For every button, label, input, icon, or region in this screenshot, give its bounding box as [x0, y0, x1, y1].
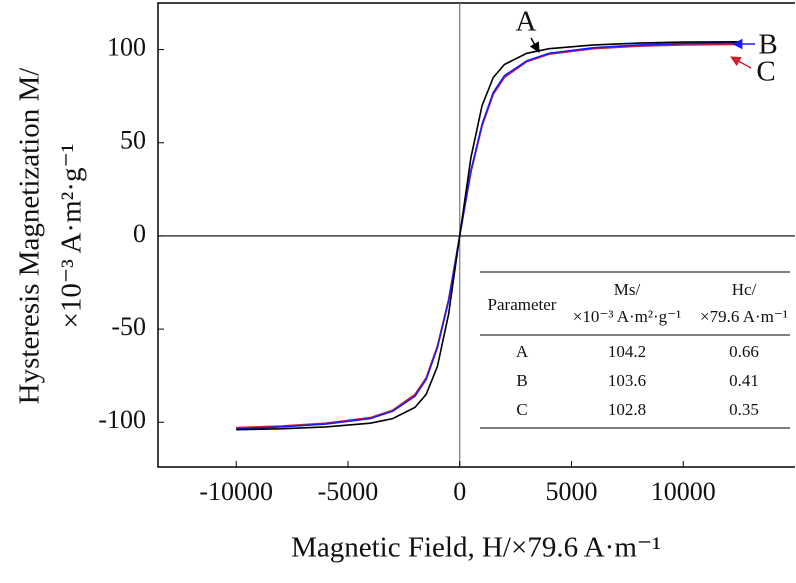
- table-cell: B: [516, 371, 527, 390]
- frame: [157, 2, 795, 468]
- y-tick-label: 0: [133, 219, 146, 248]
- y-axis-title: Hysteresis Magnetization M/: [14, 67, 46, 405]
- table-cell: 0.41: [729, 371, 759, 390]
- table-header: Hc/: [732, 280, 757, 299]
- label-arrow: [529, 37, 540, 53]
- table-cell: 0.35: [729, 400, 759, 419]
- table-cell: 102.8: [608, 400, 646, 419]
- table-cell: A: [516, 342, 529, 361]
- table-cell: 0.66: [729, 342, 759, 361]
- x-tick-label: -10000: [199, 477, 273, 506]
- y-axis-title: ×10⁻³ A·m²·g⁻¹: [56, 143, 88, 328]
- y-tick-label: 100: [107, 33, 146, 62]
- y-tick-label: -50: [111, 312, 146, 341]
- table-cell: 103.6: [608, 371, 646, 390]
- label-arrow: [730, 56, 752, 69]
- x-axis-title: Magnetic Field, H/×79.6 A·m⁻¹: [291, 532, 661, 564]
- x-tick-label: -5000: [318, 477, 379, 506]
- table-header: ×79.6 A·m⁻¹: [700, 307, 788, 326]
- table-header: Ms/: [614, 280, 641, 299]
- table-cell: 104.2: [608, 342, 646, 361]
- table-header: ×10⁻³ A·m²·g⁻¹: [573, 307, 681, 326]
- series-label: C: [756, 56, 775, 88]
- series-line: [236, 42, 740, 430]
- series-label: B: [758, 29, 777, 61]
- x-tick-label: 0: [453, 477, 466, 506]
- series-label: A: [516, 6, 537, 38]
- x-tick-label: 5000: [545, 477, 597, 506]
- table-cell: C: [516, 400, 527, 419]
- y-tick-label: -100: [98, 405, 146, 434]
- series-line: [236, 41, 740, 431]
- x-tick-label: 10000: [651, 477, 716, 506]
- table-header: Parameter: [488, 295, 557, 314]
- y-tick-label: 50: [120, 126, 146, 155]
